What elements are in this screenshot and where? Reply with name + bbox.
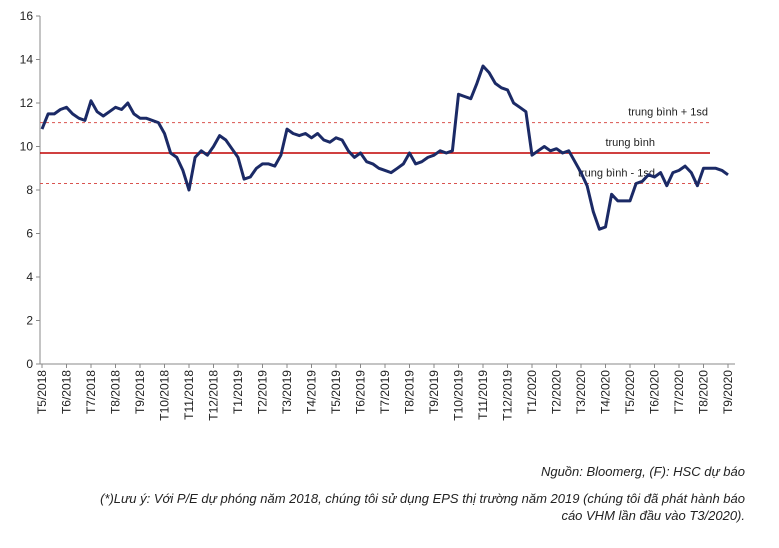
reference-label: trung bình + 1sd [628, 107, 708, 119]
x-tick-label: T10/2018 [158, 370, 172, 421]
x-tick-label: T5/2020 [623, 370, 637, 414]
x-tick-label: T5/2018 [35, 370, 49, 414]
x-tick-label: T6/2019 [354, 370, 368, 414]
x-tick-label: T8/2019 [403, 370, 417, 414]
y-tick-label: 16 [20, 9, 34, 23]
x-tick-label: T4/2019 [305, 370, 319, 414]
x-tick-label: T7/2019 [378, 370, 392, 414]
x-tick-label: T9/2019 [427, 370, 441, 414]
x-tick-label: T11/2018 [182, 370, 196, 420]
x-tick-label: T8/2018 [109, 370, 123, 414]
x-tick-label: T6/2018 [60, 370, 74, 414]
reference-label: trung bình - 1sd [578, 167, 655, 179]
x-tick-label: T8/2020 [697, 370, 711, 414]
y-tick-label: 12 [20, 96, 34, 110]
x-tick-label: T9/2020 [721, 370, 735, 414]
x-tick-label: T12/2019 [501, 370, 515, 421]
y-tick-label: 14 [20, 53, 34, 67]
x-tick-label: T7/2020 [672, 370, 686, 414]
x-tick-label: T3/2020 [574, 370, 588, 414]
x-tick-label: T9/2018 [133, 370, 147, 414]
x-tick-label: T11/2019 [476, 370, 490, 420]
x-tick-label: T7/2018 [84, 370, 98, 414]
reference-label: trung bình [605, 137, 655, 149]
x-tick-label: T1/2020 [525, 370, 539, 414]
note: (*)Lưu ý: Với P/E dự phóng năm 2018, chú… [100, 491, 745, 506]
y-tick-label: 0 [26, 357, 33, 371]
x-tick-label: T5/2019 [329, 370, 343, 414]
x-tick-label: T12/2018 [207, 370, 221, 421]
y-tick-label: 10 [20, 140, 34, 154]
x-tick-label: T10/2019 [452, 370, 466, 421]
y-tick-label: 4 [26, 270, 33, 284]
x-tick-label: T1/2019 [231, 370, 245, 414]
x-tick-label: T4/2020 [599, 370, 613, 414]
pe-line [40, 64, 729, 231]
y-tick-label: 8 [26, 183, 33, 197]
x-tick-label: T6/2020 [648, 370, 662, 414]
y-tick-label: 2 [26, 314, 33, 328]
x-tick-label: T2/2019 [256, 370, 270, 414]
source: Nguồn: Bloomerg, (F): HSC dự báo [541, 464, 745, 479]
note: cáo VHM lần đầu vào T3/2020). [561, 508, 745, 523]
x-tick-label: T3/2019 [280, 370, 294, 414]
x-tick-label: T2/2020 [550, 370, 564, 414]
y-tick-label: 6 [26, 227, 33, 241]
